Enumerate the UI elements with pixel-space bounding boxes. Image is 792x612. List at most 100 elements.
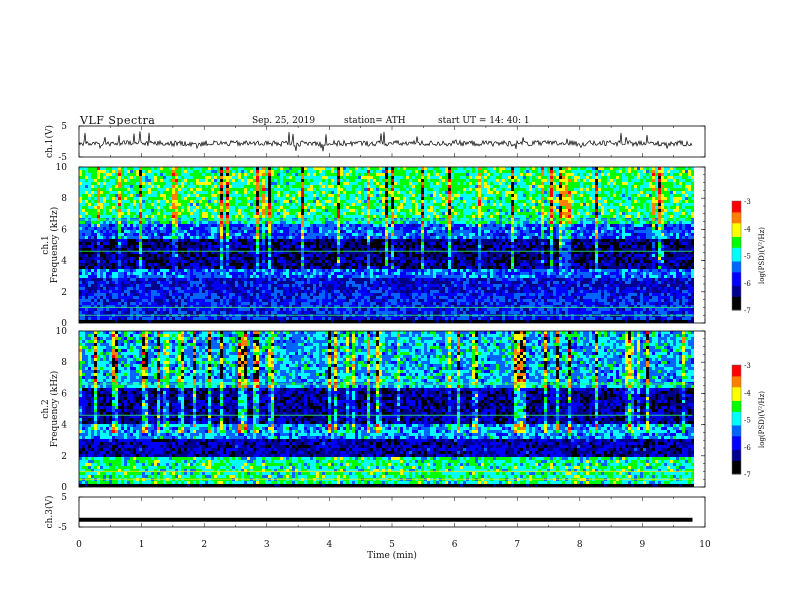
spectrogram-cell <box>88 281 91 284</box>
spectrogram-cell <box>175 317 178 320</box>
spectrogram-cell <box>196 215 199 218</box>
spectrogram-cell <box>319 188 322 191</box>
spectrogram-cell <box>211 239 214 242</box>
spectrogram-cell <box>241 206 244 209</box>
spectrogram-cell <box>136 212 139 215</box>
spectrogram-cell <box>166 242 169 245</box>
spectrogram-cell <box>193 317 196 320</box>
spectrogram-cell <box>169 221 172 224</box>
spectrogram-cell <box>214 257 217 260</box>
spectrogram-cell <box>292 170 295 173</box>
spectrogram-cell <box>88 254 91 257</box>
spectrogram-cell <box>298 302 301 305</box>
spectrogram-cell <box>193 284 196 287</box>
spectrogram-cell <box>232 194 235 197</box>
spectrogram-cell <box>145 200 148 203</box>
spectrogram-cell <box>229 305 232 308</box>
spectrogram-cell <box>295 305 298 308</box>
spectrogram-cell <box>349 263 352 266</box>
spectrogram-cell <box>313 176 316 179</box>
spectrogram-cell <box>295 176 298 179</box>
spectrogram-cell <box>139 308 142 311</box>
spectrogram-cell <box>214 311 217 314</box>
spectrogram-cell <box>229 254 232 257</box>
spectrogram-cell <box>322 212 325 215</box>
spectrogram-cell <box>355 230 358 233</box>
spectrogram-cell <box>121 320 124 323</box>
spectrogram-cell <box>82 278 85 281</box>
spectrogram-cell <box>256 320 259 323</box>
spectrogram-cell <box>196 248 199 251</box>
spectrogram-cell <box>139 236 142 239</box>
spectrogram-cell <box>217 254 220 257</box>
spectrogram-cell <box>118 287 121 290</box>
spectrogram-cell <box>361 311 364 314</box>
spectrogram-cell <box>205 299 208 302</box>
spectrogram-cell <box>196 221 199 224</box>
spectrogram-cell <box>106 275 109 278</box>
spectrogram-cell <box>349 275 352 278</box>
spectrogram-cell <box>241 269 244 272</box>
spectrogram-cell <box>91 167 94 170</box>
spectrogram-cell <box>286 191 289 194</box>
spectrogram-cell <box>304 269 307 272</box>
spectrogram-cell <box>316 185 319 188</box>
spectrogram-cell <box>346 281 349 284</box>
spectrogram-cell <box>244 176 247 179</box>
spectrogram-cell <box>232 290 235 293</box>
spectrogram-cell <box>184 176 187 179</box>
spectrogram-cell <box>136 197 139 200</box>
spectrogram-cell <box>358 287 361 290</box>
spectrogram-cell <box>232 272 235 275</box>
spectrogram-cell <box>106 272 109 275</box>
spectrogram-cell <box>178 263 181 266</box>
spectrogram-cell <box>265 257 268 260</box>
spectrogram-cell <box>175 293 178 296</box>
spectrogram-cell <box>322 197 325 200</box>
spectrogram-cell <box>172 311 175 314</box>
spectrogram-cell <box>208 248 211 251</box>
spectrogram-cell <box>271 173 274 176</box>
spectrogram-cell <box>169 287 172 290</box>
spectrogram-cell <box>307 269 310 272</box>
spectrogram-cell <box>220 251 223 254</box>
spectrogram-cell <box>130 287 133 290</box>
spectrogram-cell <box>193 176 196 179</box>
spectrogram-cell <box>337 194 340 197</box>
spectrogram-cell <box>100 275 103 278</box>
spectrogram-cell <box>181 263 184 266</box>
spectrogram-cell <box>157 251 160 254</box>
spectrogram-cell <box>97 248 100 251</box>
spectrogram-cell <box>250 218 253 221</box>
spectrogram-cell <box>148 284 151 287</box>
ch1-spectrogram-ylabel: Frequency (kHz) <box>49 207 60 284</box>
spectrogram-cell <box>304 206 307 209</box>
spectrogram-cell <box>121 206 124 209</box>
spectrogram-cell <box>244 212 247 215</box>
spectrogram-cell <box>205 278 208 281</box>
spectrogram-cell <box>229 170 232 173</box>
spectrogram-cell <box>199 317 202 320</box>
spectrogram-cell <box>169 173 172 176</box>
spectrogram-cell <box>118 191 121 194</box>
spectrogram-cell <box>259 170 262 173</box>
spectrogram-cell <box>295 257 298 260</box>
spectrogram-cell <box>307 284 310 287</box>
spectrogram-cell <box>184 230 187 233</box>
spectrogram-cell <box>160 233 163 236</box>
spectrogram-cell <box>88 218 91 221</box>
spectrogram-cell <box>271 308 274 311</box>
spectrogram-cell <box>223 275 226 278</box>
spectrogram-cell <box>121 293 124 296</box>
spectrogram-cell <box>271 221 274 224</box>
spectrogram-cell <box>241 215 244 218</box>
spectrogram-cell <box>139 215 142 218</box>
spectrogram-cell <box>187 248 190 251</box>
spectrogram-cell <box>322 269 325 272</box>
spectrogram-cell <box>280 254 283 257</box>
spectrogram-cell <box>334 302 337 305</box>
spectrogram-cell <box>103 254 106 257</box>
spectrogram-cell <box>295 284 298 287</box>
spectrogram-cell <box>301 224 304 227</box>
spectrogram-cell <box>262 170 265 173</box>
